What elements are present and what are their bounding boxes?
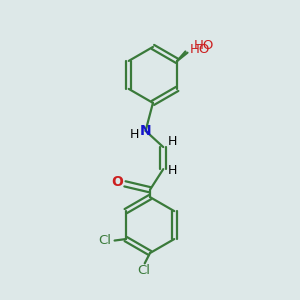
Text: H: H (168, 135, 177, 148)
Text: HO: HO (190, 43, 210, 56)
Text: H: H (168, 164, 177, 177)
Text: O: O (111, 175, 123, 188)
Text: H: H (130, 128, 139, 141)
Text: HO: HO (194, 39, 214, 52)
Text: Cl: Cl (137, 264, 150, 277)
Text: Cl: Cl (98, 234, 111, 247)
Text: N: N (140, 124, 152, 138)
